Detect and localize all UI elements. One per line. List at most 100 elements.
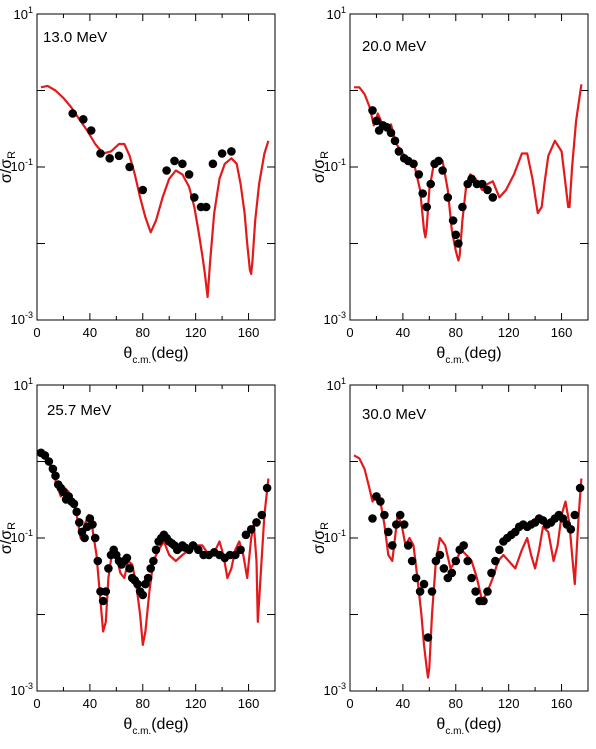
data-point [48,464,58,474]
x-tick-label: 0 [346,325,353,340]
plot-frame [36,13,276,321]
y-tick-mid: 10-1 [11,528,33,545]
data-point [458,202,467,212]
data-point [447,568,457,578]
data-point [138,185,148,195]
x-tick-label: 80 [136,325,150,340]
plot-marks [353,454,585,679]
data-point [463,556,473,566]
x-tick-label: 120 [498,696,520,711]
data-point [418,189,428,198]
data-point [394,147,404,156]
y-tick-top: 101 [327,376,346,393]
data-point [101,587,111,596]
data-point [114,151,124,161]
x-tick-labels: 0 40 80 120 160 [346,325,572,340]
data-point [390,136,400,146]
y-tick-top: 101 [14,376,33,393]
ticks [350,14,588,320]
data-point [451,556,461,566]
data-point [575,483,585,493]
data-point [395,510,405,520]
data-point [125,564,134,573]
y-tick-bottom: 10-3 [324,681,346,698]
data-point [79,115,88,124]
data-point [479,596,488,606]
data-point [257,510,267,520]
ticks [37,14,275,320]
data-point [143,573,153,583]
data-point [414,170,424,179]
y-tick-mid: 10-1 [324,157,346,174]
x-tick-label: 160 [551,696,573,711]
data-point [201,202,211,212]
data-point [162,166,171,175]
data-point [236,545,245,555]
data-point [246,525,256,534]
x-tick-labels: 0 40 80 120 160 [33,325,259,340]
theory-curve [40,84,270,299]
data-point [122,553,132,563]
panel-energy-label: 30.0 MeV [362,406,426,423]
y-axis-label: σ/σR [311,522,331,554]
data-point [427,587,437,596]
data-point [90,533,100,543]
data-point [227,147,236,156]
ticks [350,385,588,691]
panel-30mev: 30.0 MeV 101 10-1 10-3 σ/σR 0 40 80 120 160 … [311,376,589,737]
y-tick-top: 101 [14,5,33,22]
x-tick-label: 80 [136,696,150,711]
x-axis-label: θc.m.(deg) [123,716,188,737]
data-point [570,510,580,520]
data-point [75,518,84,527]
data-point [467,573,476,583]
x-tick-label: 120 [185,325,207,340]
data-point [170,156,179,166]
x-axis-label: θc.m.(deg) [123,345,188,366]
data-point [44,457,54,466]
data-point [434,156,443,166]
y-axis-label: σ/σR [0,522,18,554]
x-axis-label: θc.m.(deg) [436,716,501,737]
x-tick-label: 160 [551,325,573,340]
data-point [72,507,81,517]
data-point [426,179,436,189]
x-tick-label: 40 [396,325,410,340]
plot-frame [349,13,589,321]
data-point [467,174,476,184]
data-point [231,550,240,560]
data-point [372,116,381,126]
x-tick-label: 160 [238,696,260,711]
x-tick-labels: 0 40 80 120 160 [33,696,259,711]
data-point [491,556,500,566]
data-point [190,193,199,202]
data-point [566,525,576,534]
data-point [399,520,409,529]
data-point [93,556,103,566]
data-point [488,193,498,202]
panel-13mev: 13.0 MeV 101 10-1 10-3 σ/σR 04080120160 … [0,5,276,366]
data-point [380,510,389,520]
x-tick-label: 40 [83,325,97,340]
x-tick-label: 80 [449,325,463,340]
data-point [419,579,429,589]
data-point [483,185,492,195]
y-tick-bottom: 10-3 [11,310,33,327]
x-tick-label: 120 [498,325,520,340]
data-point [86,126,96,135]
data-point [105,154,114,163]
data-point [40,451,50,460]
panel-energy-label: 25.7 MeV [47,402,111,419]
y-tick-mid: 10-1 [11,157,33,174]
data-point [88,520,97,529]
plot-frame [36,384,276,692]
panel-energy-label: 13.0 MeV [43,29,107,46]
data-point [368,106,377,115]
data-point [262,483,272,493]
x-tick-label: 40 [396,696,410,711]
panel-energy-label: 20.0 MeV [362,38,426,55]
y-tick-top: 101 [327,5,346,22]
panel-25-7mev: 25.7 MeV 101 10-1 10-3 σ/σR 04080120160 … [0,376,276,737]
data-point [392,520,401,529]
data-point [208,159,218,169]
